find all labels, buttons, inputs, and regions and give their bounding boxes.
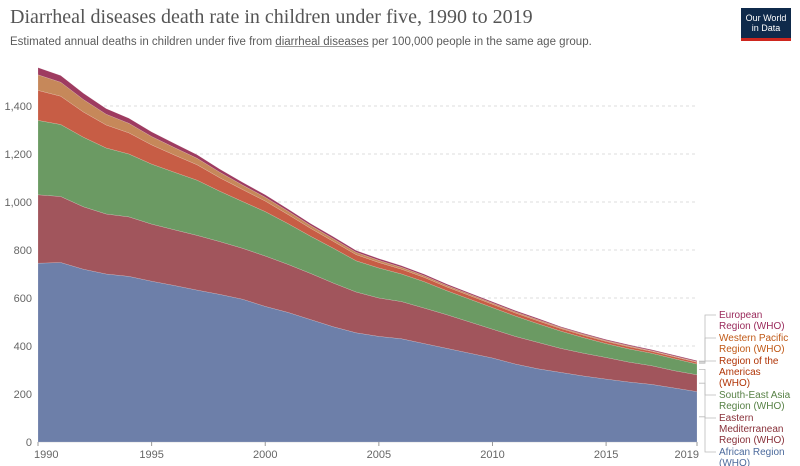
legend-label[interactable]: European Region (WHO) <box>719 310 785 332</box>
legend-label[interactable]: Region of the Americas (WHO) <box>719 356 779 389</box>
y-tick-label: 1,400 <box>4 101 32 113</box>
x-tick-label: 2000 <box>253 449 277 461</box>
x-tick-label: 1995 <box>139 449 163 461</box>
axis-labels: 0 200 400 600 800 1,000 1,200 1,400 1990 1995 2000… <box>4 101 699 461</box>
legend-connector <box>699 337 716 363</box>
y-tick-label: 1,000 <box>4 197 32 209</box>
legend-connector <box>699 382 716 419</box>
legend-connector <box>699 360 716 364</box>
legend-label[interactable]: Western Pacific Region (WHO) <box>719 333 788 355</box>
y-tick-label: 800 <box>14 245 32 257</box>
area-series[interactable] <box>37 67 698 362</box>
subtitle-text-after: per 100,000 people in the same age group… <box>368 36 592 48</box>
x-tick-label: 2015 <box>594 449 618 461</box>
chart-subtitle: Estimated annual deaths in children unde… <box>10 36 592 48</box>
subtitle-link[interactable]: diarrheal diseases <box>275 36 369 48</box>
x-tick-label: 2005 <box>367 449 391 461</box>
y-tick-label: 600 <box>14 293 32 305</box>
y-tick-label: 200 <box>14 389 32 401</box>
stacked-areas <box>37 67 698 443</box>
logo-line-2: in Data <box>751 23 781 33</box>
legend-connector <box>699 416 716 453</box>
subtitle-text-before: Estimated annual deaths in children unde… <box>10 36 276 48</box>
x-tick-label: 2010 <box>480 449 504 461</box>
x-tick-label: 2019 <box>675 449 699 461</box>
legend-label[interactable]: South-East Asia Region (WHO) <box>719 390 791 412</box>
y-tick-label: 1,200 <box>4 149 32 161</box>
chart-title: Diarrheal diseases death rate in childre… <box>10 6 533 28</box>
legend-connector <box>699 369 716 396</box>
owid-logo[interactable]: Our World in Data <box>741 8 791 41</box>
legend: European Region (WHO)Western Pacific Regio… <box>699 310 791 466</box>
x-tick-label: 1990 <box>34 449 58 461</box>
logo-line-1: Our World <box>745 13 787 23</box>
legend-label[interactable]: African Region (WHO) <box>719 447 785 466</box>
y-tick-label: 400 <box>14 341 32 353</box>
legend-label[interactable]: Eastern Mediterranean Region (WHO) <box>719 413 785 446</box>
y-tick-label: 0 <box>26 437 32 449</box>
